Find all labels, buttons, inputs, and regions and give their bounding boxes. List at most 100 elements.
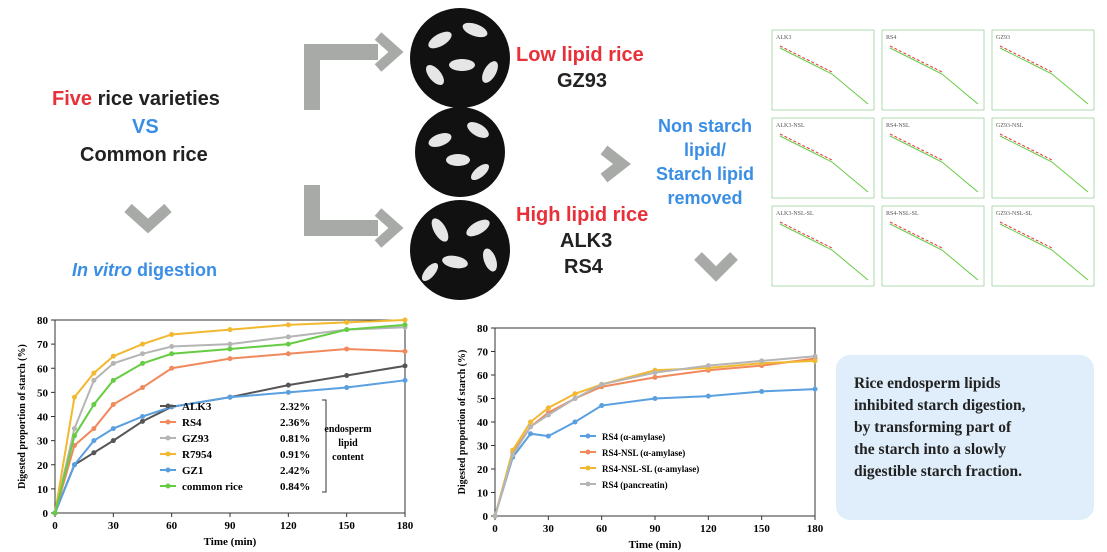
data-point [546,434,551,439]
chevron [128,208,168,226]
data-point [140,414,145,419]
data-point [813,358,818,363]
legend-marker [586,482,591,487]
data-point [111,402,116,407]
y-tick-label: 80 [37,315,49,327]
rice-dish [410,8,510,108]
data-point [72,426,77,431]
data-point [573,420,578,425]
x-tick-label: 180 [397,520,414,532]
x-tick-label: 90 [650,523,662,535]
y-tick-label: 0 [483,511,489,523]
y-tick-label: 80 [477,323,489,335]
x-tick-label: 60 [596,523,608,535]
y-tick-label: 20 [477,464,489,476]
data-point [286,342,291,347]
legend-marker [586,450,591,455]
data-point [344,346,349,351]
data-point [403,322,408,327]
lipid-content: 0.91% [280,449,310,461]
data-point [653,375,658,380]
panel-label: ALK3-NSL-SL [776,211,814,217]
lipid-content: 0.81% [280,433,310,445]
data-point [706,363,711,368]
data-point [528,431,533,436]
y-tick-label: 0 [43,508,49,520]
arrow-down [312,185,378,228]
data-point [169,332,174,337]
y-tick-label: 60 [477,370,489,382]
data-point [140,351,145,356]
legend-marker [586,434,591,439]
data-point [72,395,77,400]
panel-label: GZ93-NSL-SL [996,211,1033,217]
data-point [759,389,764,394]
data-point [599,382,604,387]
rice-images [410,8,510,300]
lipid-content: 2.42% [280,465,310,477]
data-point [91,450,96,455]
data-point [91,438,96,443]
x-tick-label: 150 [753,523,770,535]
x-tick-label: 180 [807,523,824,535]
arrow-head [378,36,396,68]
data-point [228,327,233,332]
y-tick-label: 30 [37,436,49,448]
data-point [111,426,116,431]
data-point [546,405,551,410]
data-point [813,387,818,392]
lipid-content: 0.84% [280,481,310,493]
data-point [653,396,658,401]
data-point [344,327,349,332]
x-tick-label: 0 [492,523,498,535]
legend-marker [166,404,171,409]
x-tick-label: 30 [543,523,555,535]
data-point [91,378,96,383]
data-point [228,342,233,347]
legend-label: RS4 [182,417,202,429]
x-tick-label: 30 [108,520,120,532]
panel-label: GZ93-NSL [996,123,1024,129]
data-point [140,419,145,424]
data-point [72,462,77,467]
legend-label: RS4 (pancreatin) [602,480,668,490]
chevron [604,150,622,178]
y-tick-label: 40 [37,412,49,424]
rice-dish [415,107,505,197]
data-point [344,385,349,390]
y-tick-label: 30 [477,441,489,453]
x-axis-label: Time (min) [204,536,257,548]
data-point [228,346,233,351]
data-point [759,358,764,363]
data-point [403,349,408,354]
page: Five rice varieties VS Common rice In vi… [0,0,1107,552]
data-point [286,351,291,356]
data-point [228,356,233,361]
x-tick-label: 60 [166,520,178,532]
data-point [599,403,604,408]
x-tick-label: 0 [52,520,58,532]
legend-label: RS4 (α-amylase) [602,432,665,442]
chevron [698,256,734,274]
data-point [111,354,116,359]
legend-marker [166,452,171,457]
legend-bracket [322,400,326,492]
data-point [528,424,533,429]
lipid-content: 2.36% [280,417,310,429]
arrow-head [378,212,396,244]
data-point [344,373,349,378]
data-point [493,514,498,519]
chart: 010203040506070800306090120150180Time (m… [0,308,420,552]
legend-label: RS4-NSL-SL (α-amylase) [602,464,699,474]
conclusion-line: inhibited starch digestion, [854,395,1094,417]
conclusion-box: Rice endosperm lipids inhibited starch d… [836,355,1094,520]
data-point [286,322,291,327]
lipid-content: 2.32% [280,401,310,413]
legend-marker [166,436,171,441]
y-tick-label: 50 [477,394,489,406]
data-point [72,433,77,438]
data-point [111,361,116,366]
data-point [510,452,515,457]
